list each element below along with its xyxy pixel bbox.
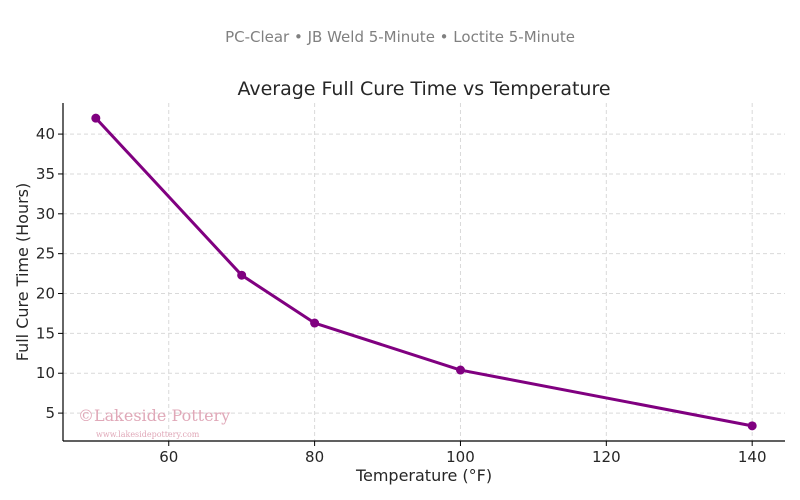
ticks: 60 80 100 120 140 5 10 15 20 25 30 35 40	[36, 125, 767, 466]
data-point	[310, 318, 320, 328]
y-tick-label: 30	[36, 205, 55, 223]
series	[91, 113, 757, 431]
data-point	[747, 421, 757, 431]
y-tick-label: 15	[36, 324, 55, 342]
y-axis-label: Full Cure Time (Hours)	[13, 183, 32, 362]
y-tick-label: 20	[36, 285, 55, 303]
x-axis-label: Temperature (°F)	[355, 466, 492, 485]
x-tick-label: 120	[592, 448, 621, 466]
watermark-text: ©Lakeside Pottery	[78, 406, 230, 425]
data-point	[455, 365, 465, 375]
x-tick-label: 100	[446, 448, 475, 466]
y-tick-label: 10	[36, 364, 55, 382]
series-line	[94, 117, 753, 428]
y-tick-label: 25	[36, 245, 55, 263]
chart-title: Average Full Cure Time vs Temperature	[237, 78, 610, 100]
data-point	[91, 113, 101, 123]
x-tick-label: 140	[738, 448, 767, 466]
y-tick-label: 35	[36, 165, 55, 183]
chart-subtitle: PC-Clear • JB Weld 5-Minute • Loctite 5-…	[225, 28, 575, 46]
data-point	[237, 270, 247, 280]
x-tick-label: 80	[305, 448, 324, 466]
x-tick-label: 60	[159, 448, 178, 466]
watermark-logo: ©Lakeside Pottery www.lakesidepottery.co…	[78, 406, 230, 439]
y-tick-label: 5	[45, 404, 55, 422]
watermark-url: www.lakesidepottery.com	[96, 430, 200, 439]
grid	[63, 103, 785, 441]
y-tick-label: 40	[36, 125, 55, 143]
